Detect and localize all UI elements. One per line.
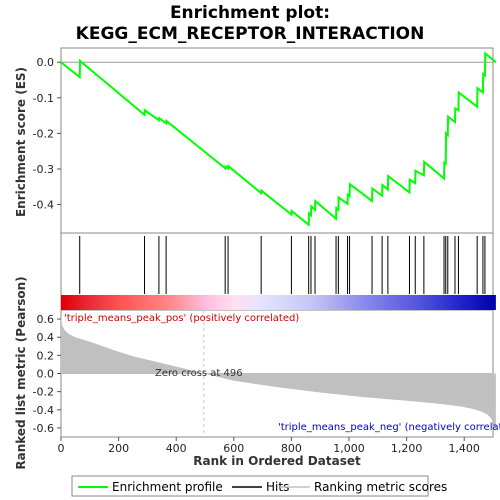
es-tick-label: -0.3 [33,163,54,176]
rank-gradient-bar [61,295,496,310]
es-tick-label: 0.0 [37,56,55,69]
metric-tick-label: -0.2 [33,386,54,399]
es-tick-label: -0.4 [33,199,54,212]
ranking-metric-area [61,317,496,432]
legend-es-label: Enrichment profile [112,480,223,494]
negative-correlation-label: 'triple_means_peak_neg' (negatively corr… [278,422,500,433]
es-tick-label: -0.2 [33,127,54,140]
legend-metric-label: Ranking metric scores [314,480,447,494]
metric-tick-label: 0.2 [37,349,55,362]
x-axis: 0 200 400 600 800 1,000 1,200 1,400 [58,437,480,455]
legend-hits-label: Hits [266,480,289,494]
es-axis-title: Enrichment score (ES) [14,67,28,217]
x-tick-label: 0 [58,442,65,455]
es-tick-label: -0.1 [33,92,54,105]
x-tick-label: 600 [223,442,244,455]
metric-tick-label: 0.6 [37,313,55,326]
metric-axis-title: Ranked list metric (Pearson) [14,276,28,469]
x-tick-label: 400 [166,442,187,455]
x-tick-label: 800 [281,442,302,455]
zero-cross-label: Zero cross at 496 [155,368,243,379]
x-tick-label: 1,200 [391,442,423,455]
enrichment-profile-line [60,51,497,227]
legend: Enrichment profile Hits Ranking metric s… [71,475,447,497]
x-tick-label: 1,400 [448,442,480,455]
es-panel [60,47,494,234]
x-tick-label: 200 [108,442,129,455]
metric-tick-label: 0.0 [37,368,55,381]
es-y-axis: 0.0 -0.1 -0.2 -0.3 -0.4 [33,56,61,212]
x-tick-label: 1,000 [333,442,365,455]
x-axis-title: Rank in Ordered Dataset [193,454,361,468]
chart-title-line2: KEGG_ECM_RECEPTOR_INTERACTION [76,24,425,44]
metric-tick-label: -0.4 [33,404,54,417]
chart-title-line1: Enrichment plot: [170,3,330,23]
metric-y-axis: 0.6 0.4 0.2 0.0 -0.2 -0.4 -0.6 [33,313,61,435]
hit-lines [79,236,486,294]
metric-tick-label: -0.6 [33,422,54,435]
positive-correlation-label: 'triple_means_peak_pos' (positively corr… [64,313,299,324]
metric-tick-label: 0.4 [37,331,55,344]
legend-box [71,475,429,497]
